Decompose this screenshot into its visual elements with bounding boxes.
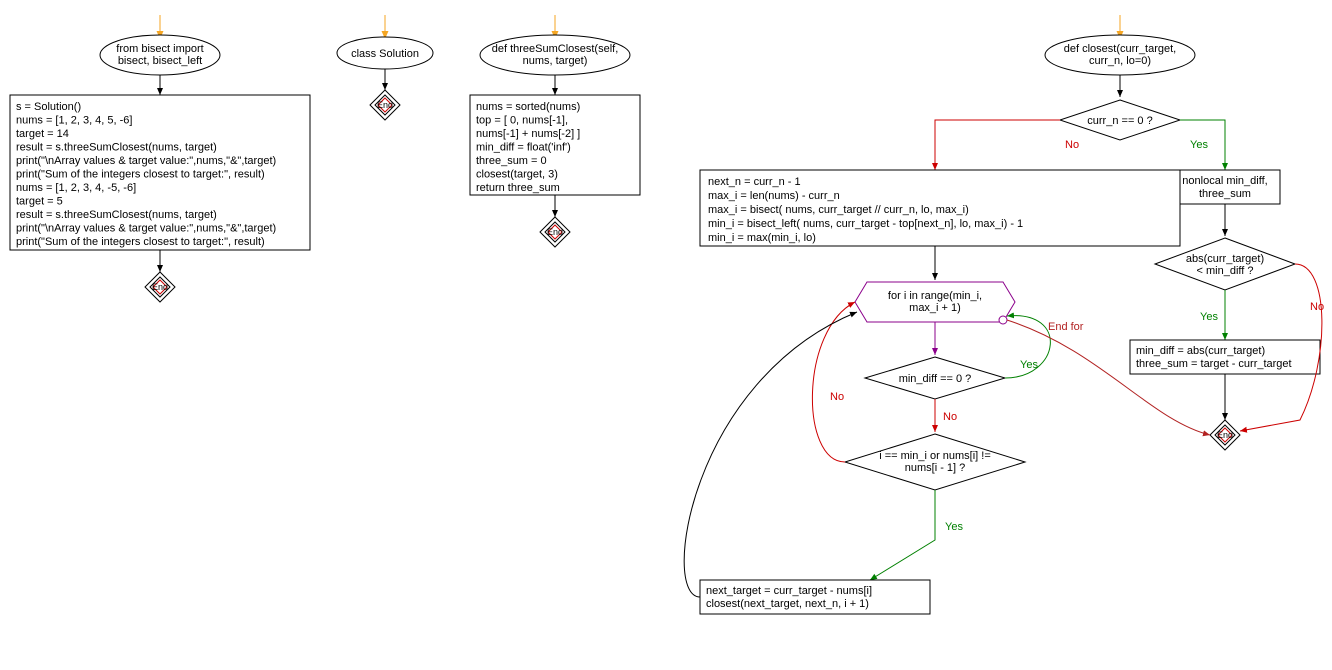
svg-text:curr_n, lo=0): curr_n, lo=0) xyxy=(1089,55,1151,67)
svg-text:for i in range(min_i,: for i in range(min_i, xyxy=(888,290,982,302)
svg-text:End: End xyxy=(377,100,393,110)
svg-text:print("\nArray values & target: print("\nArray values & target value:",n… xyxy=(16,223,276,235)
svg-text:max_i = bisect( nu: max_i = bisect( nums, curr_target // cur… xyxy=(708,204,969,216)
svg-text:Yes: Yes xyxy=(945,521,963,533)
svg-text:nums = [1, 2, 3, 4, -5, -6]: nums = [1, 2, 3, 4, -5, -6] xyxy=(16,182,136,194)
svg-text:min_diff == 0 ?: min_diff == 0 ? xyxy=(899,373,972,385)
svg-text:return three_sum: return three_sum xyxy=(476,182,560,194)
svg-text:End: End xyxy=(547,227,563,237)
svg-text:End: End xyxy=(152,282,168,292)
svg-text:max_i = len(nums) - curr_n: max_i = len(nums) - curr_n xyxy=(708,190,840,202)
svg-text:No: No xyxy=(830,391,844,403)
svg-text:def threeSumClosest(self,: def threeSumClosest(self, xyxy=(492,43,619,55)
svg-text:closest(target, 3): closest(target, 3) xyxy=(476,169,558,181)
svg-text:min_diff = float('inf'): min_diff = float('inf') xyxy=(476,142,571,154)
svg-text:three_sum = target - curr_targ: three_sum = target - curr_target xyxy=(1136,358,1292,370)
svg-text:Yes: Yes xyxy=(1190,139,1208,151)
svg-text:i == min_i or nums[i] !=: i == min_i or nums[i] != xyxy=(879,450,991,462)
svg-text:min_i = bisect_left(: min_i = bisect_left( nums, curr_target -… xyxy=(708,218,1023,230)
svg-text:s = Solution(): s = Solution() xyxy=(16,101,81,113)
svg-text:top = [ 0,: top = [ 0, nums[-1], xyxy=(476,115,568,127)
svg-text:Yes: Yes xyxy=(1200,311,1218,323)
svg-text:three_sum: three_sum xyxy=(1199,188,1251,200)
svg-text:print("\nArray values & target: print("\nArray values & target value:",n… xyxy=(16,155,276,167)
svg-text:result = s.threeSumClosest(num: result = s.threeSumClosest(nums, target) xyxy=(16,142,217,154)
svg-text:No: No xyxy=(1065,139,1079,151)
svg-text:def closest(curr_target,: def closest(curr_target, xyxy=(1064,43,1177,55)
svg-text:abs(curr_target): abs(curr_target) xyxy=(1186,253,1264,265)
svg-text:nums = [1, 2, 3, 4, 5, -6]: nums = [1, 2, 3, 4, 5, -6] xyxy=(16,115,132,127)
svg-text:nums, target): nums, target) xyxy=(523,55,588,67)
svg-text:min_i = max(min_i, lo): min_i = max(min_i, lo) xyxy=(708,232,816,244)
svg-text:nums[i - 1] ?: nums[i - 1] ? xyxy=(905,462,966,474)
svg-text:print("Sum of the integers clo: print("Sum of the integers closest to ta… xyxy=(16,169,265,181)
svg-text:curr_n == 0 ?: curr_n == 0 ? xyxy=(1087,115,1152,127)
svg-text:bisect, bisect_left: bisect, bisect_left xyxy=(118,55,202,67)
svg-text:max_i + 1): max_i + 1) xyxy=(909,302,961,314)
svg-text:class Solution: class Solution xyxy=(351,48,419,60)
flowchart-diagram: from bisect importbisect, bisect_lefts =… xyxy=(0,0,1332,670)
svg-text:Yes: Yes xyxy=(1020,359,1038,371)
svg-text:from bisect import: from bisect import xyxy=(116,43,203,55)
svg-text:next_target = curr_target - nu: next_target = curr_target - nums[i] xyxy=(706,585,872,597)
svg-text:target = 14: target = 14 xyxy=(16,128,69,140)
svg-text:nums[-1] + nums[-2] ]: nums[-1] + nums[-2] ] xyxy=(476,128,580,140)
svg-text:result = s.threeSumClosest(num: result = s.threeSumClosest(nums, target) xyxy=(16,209,217,221)
svg-text:End: End xyxy=(1217,430,1233,440)
svg-text:< min_diff ?: < min_diff ? xyxy=(1197,265,1254,277)
svg-text:No: No xyxy=(943,411,957,423)
svg-text:three_sum = 0: three_sum = 0 xyxy=(476,155,547,167)
svg-text:nonlocal min_diff,: nonlocal min_diff, xyxy=(1182,175,1267,187)
svg-text:closest(next_target, next_n, i: closest(next_target, next_n, i + 1) xyxy=(706,598,869,610)
svg-text:print("Sum of the integers clo: print("Sum of the integers closest to ta… xyxy=(16,236,265,248)
svg-text:No: No xyxy=(1310,301,1324,313)
svg-text:target = 5: target = 5 xyxy=(16,196,63,208)
svg-text:End for: End for xyxy=(1048,321,1084,333)
svg-text:min_diff = abs(curr_target): min_diff = abs(curr_target) xyxy=(1136,345,1265,357)
svg-text:nums = sorted(nums): nums = sorted(nums) xyxy=(476,101,580,113)
svg-text:next_n = curr_n - 1: next_n = curr_n - 1 xyxy=(708,176,801,188)
